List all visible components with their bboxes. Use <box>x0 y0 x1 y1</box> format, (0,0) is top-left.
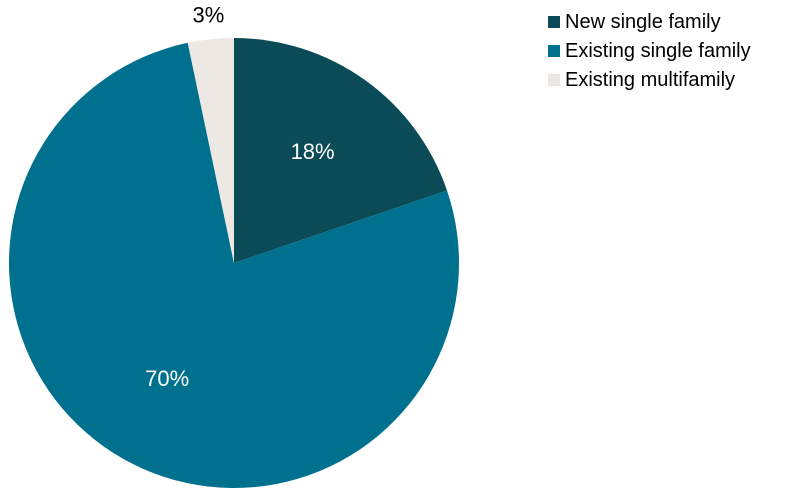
slice-label-new-single-family: 18% <box>291 139 335 164</box>
legend-label: Existing single family <box>565 39 751 62</box>
pie-slice-new-single-family <box>234 38 448 263</box>
pie-slice-existing-multifamily <box>187 38 234 263</box>
legend-item-existing-multifamily: Existing multifamily <box>548 68 751 92</box>
legend-swatch <box>548 16 560 28</box>
legend-label: New single family <box>565 10 721 33</box>
legend-swatch <box>548 45 560 57</box>
slice-label-existing-single-family: 70% <box>145 366 189 391</box>
legend-item-new-single-family: New single family <box>548 10 751 34</box>
legend-label: Existing multifamily <box>565 68 736 91</box>
slice-label-existing-multifamily: 3% <box>193 3 225 28</box>
pie-slice-existing-single-family <box>8 42 459 489</box>
legend-swatch <box>548 74 560 86</box>
legend-item-existing-single-family: Existing single family <box>548 39 751 63</box>
chart-legend: New single family Existing single family… <box>548 10 751 97</box>
